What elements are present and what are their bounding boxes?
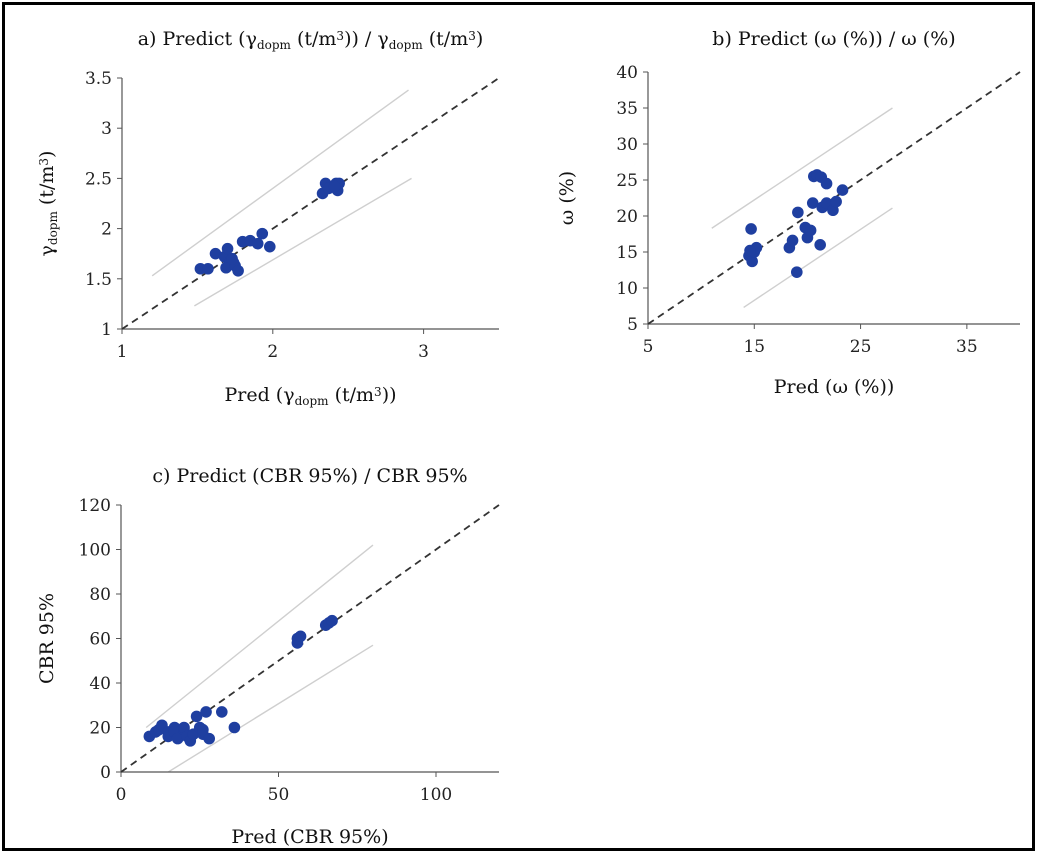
data-point — [232, 264, 244, 277]
data-point — [791, 266, 803, 278]
data-point — [814, 239, 826, 251]
y-tick-label: 1.5 — [85, 270, 112, 290]
y-tick-label: 2 — [101, 220, 112, 240]
reference-line — [647, 71, 1021, 325]
x-axis-label: Pred (CBR 95%) — [231, 826, 388, 848]
confidence-band-1 — [711, 107, 893, 229]
data-point — [744, 244, 756, 257]
y-tick-label: 25 — [616, 171, 638, 191]
chart-title: a) Predict (γdopm (t/m3)) / γdopm (t/m3) — [138, 28, 484, 52]
y-tick-label: 40 — [616, 63, 638, 83]
data-point — [216, 706, 228, 718]
data-point — [830, 195, 842, 208]
data-point — [190, 710, 203, 723]
y-tick-label: 100 — [79, 541, 111, 561]
y-tick-label: 10 — [616, 279, 638, 299]
confidence-band-2 — [743, 207, 893, 309]
y-tick-label: 3 — [101, 119, 112, 139]
data-point — [200, 706, 212, 718]
y-tick-label: 40 — [89, 674, 111, 694]
data-point — [256, 227, 269, 240]
y-tick-label: 0 — [100, 763, 111, 783]
data-point — [836, 184, 849, 196]
data-point — [251, 237, 264, 250]
data-point — [263, 240, 276, 253]
data-point — [746, 255, 758, 268]
y-tick-label: 5 — [627, 315, 638, 335]
data-point — [294, 630, 307, 643]
data-point — [220, 261, 232, 274]
confidence-band-1 — [151, 89, 409, 277]
x-tick-label: 2 — [267, 342, 278, 362]
x-tick-label: 5 — [643, 337, 654, 357]
data-point — [804, 224, 817, 237]
x-tick-label: 15 — [743, 337, 765, 357]
x-tick-label: 50 — [268, 785, 290, 805]
data-point — [203, 732, 215, 745]
figure-canvas: 1 2 3 1 1.5 2 2.5 3 3.5 a) Predict (γdopm (t/m3))… — [36, 28, 1021, 848]
chart-panel-c: 0 50 100 0 20 40 60 80 100 120 c) Predict (CBR 95%… — [36, 465, 500, 848]
data-point — [221, 242, 234, 255]
chart-title: b) Predict (ω (%)) / ω (%) — [712, 28, 955, 50]
confidence-band-1 — [145, 544, 374, 729]
x-axis-label: Pred (ω (%)) — [774, 376, 895, 398]
data-point — [328, 180, 341, 193]
y-axis-label: γdopm (t/m3) — [36, 151, 60, 257]
y-axis-label: CBR 95% — [36, 593, 58, 684]
y-tick-label: 30 — [616, 135, 638, 155]
x-tick-label: 25 — [850, 337, 872, 357]
data-point — [197, 723, 209, 736]
data-point — [326, 614, 338, 627]
x-tick-label: 1 — [117, 342, 128, 362]
y-tick-label: 60 — [89, 630, 111, 650]
data-point — [202, 262, 214, 275]
data-point — [745, 223, 757, 235]
y-tick-label: 3.5 — [85, 69, 112, 89]
x-tick-label: 35 — [956, 337, 978, 357]
y-axis-label: ω (%) — [556, 171, 578, 225]
y-tick-label: 20 — [616, 207, 638, 227]
y-tick-label: 1 — [101, 320, 112, 340]
confidence-band-2 — [167, 644, 374, 773]
chart-panel-a: 1 2 3 1 1.5 2 2.5 3 3.5 a) Predict (γdopm (t/m3))… — [36, 28, 500, 408]
data-point — [171, 732, 184, 745]
data-point — [209, 247, 222, 260]
confidence-band-2 — [194, 177, 412, 307]
x-tick-label: 100 — [420, 785, 452, 805]
y-tick-label: 20 — [89, 719, 111, 739]
data-point — [228, 721, 241, 734]
y-tick-label: 35 — [616, 99, 638, 119]
y-tick-label: 15 — [616, 243, 638, 263]
data-point — [792, 206, 804, 219]
y-tick-label: 2.5 — [85, 169, 112, 189]
reference-line — [121, 77, 500, 330]
data-point — [786, 234, 799, 247]
x-tick-label: 0 — [116, 785, 127, 805]
data-point — [178, 721, 190, 734]
data-point — [820, 177, 833, 190]
y-tick-label: 80 — [89, 585, 111, 605]
chart-title: c) Predict (CBR 95%) / CBR 95% — [152, 465, 467, 487]
x-tick-label: 3 — [418, 342, 429, 362]
data-point — [226, 252, 238, 265]
chart-panel-b: 5 15 25 35 5 10 15 20 25 30 35 40 b) Predict (ω (%))… — [556, 28, 1021, 398]
x-axis-label: Pred (γdopm (t/m3)) — [224, 384, 396, 408]
data-point — [806, 197, 819, 209]
y-tick-label: 120 — [79, 496, 111, 516]
